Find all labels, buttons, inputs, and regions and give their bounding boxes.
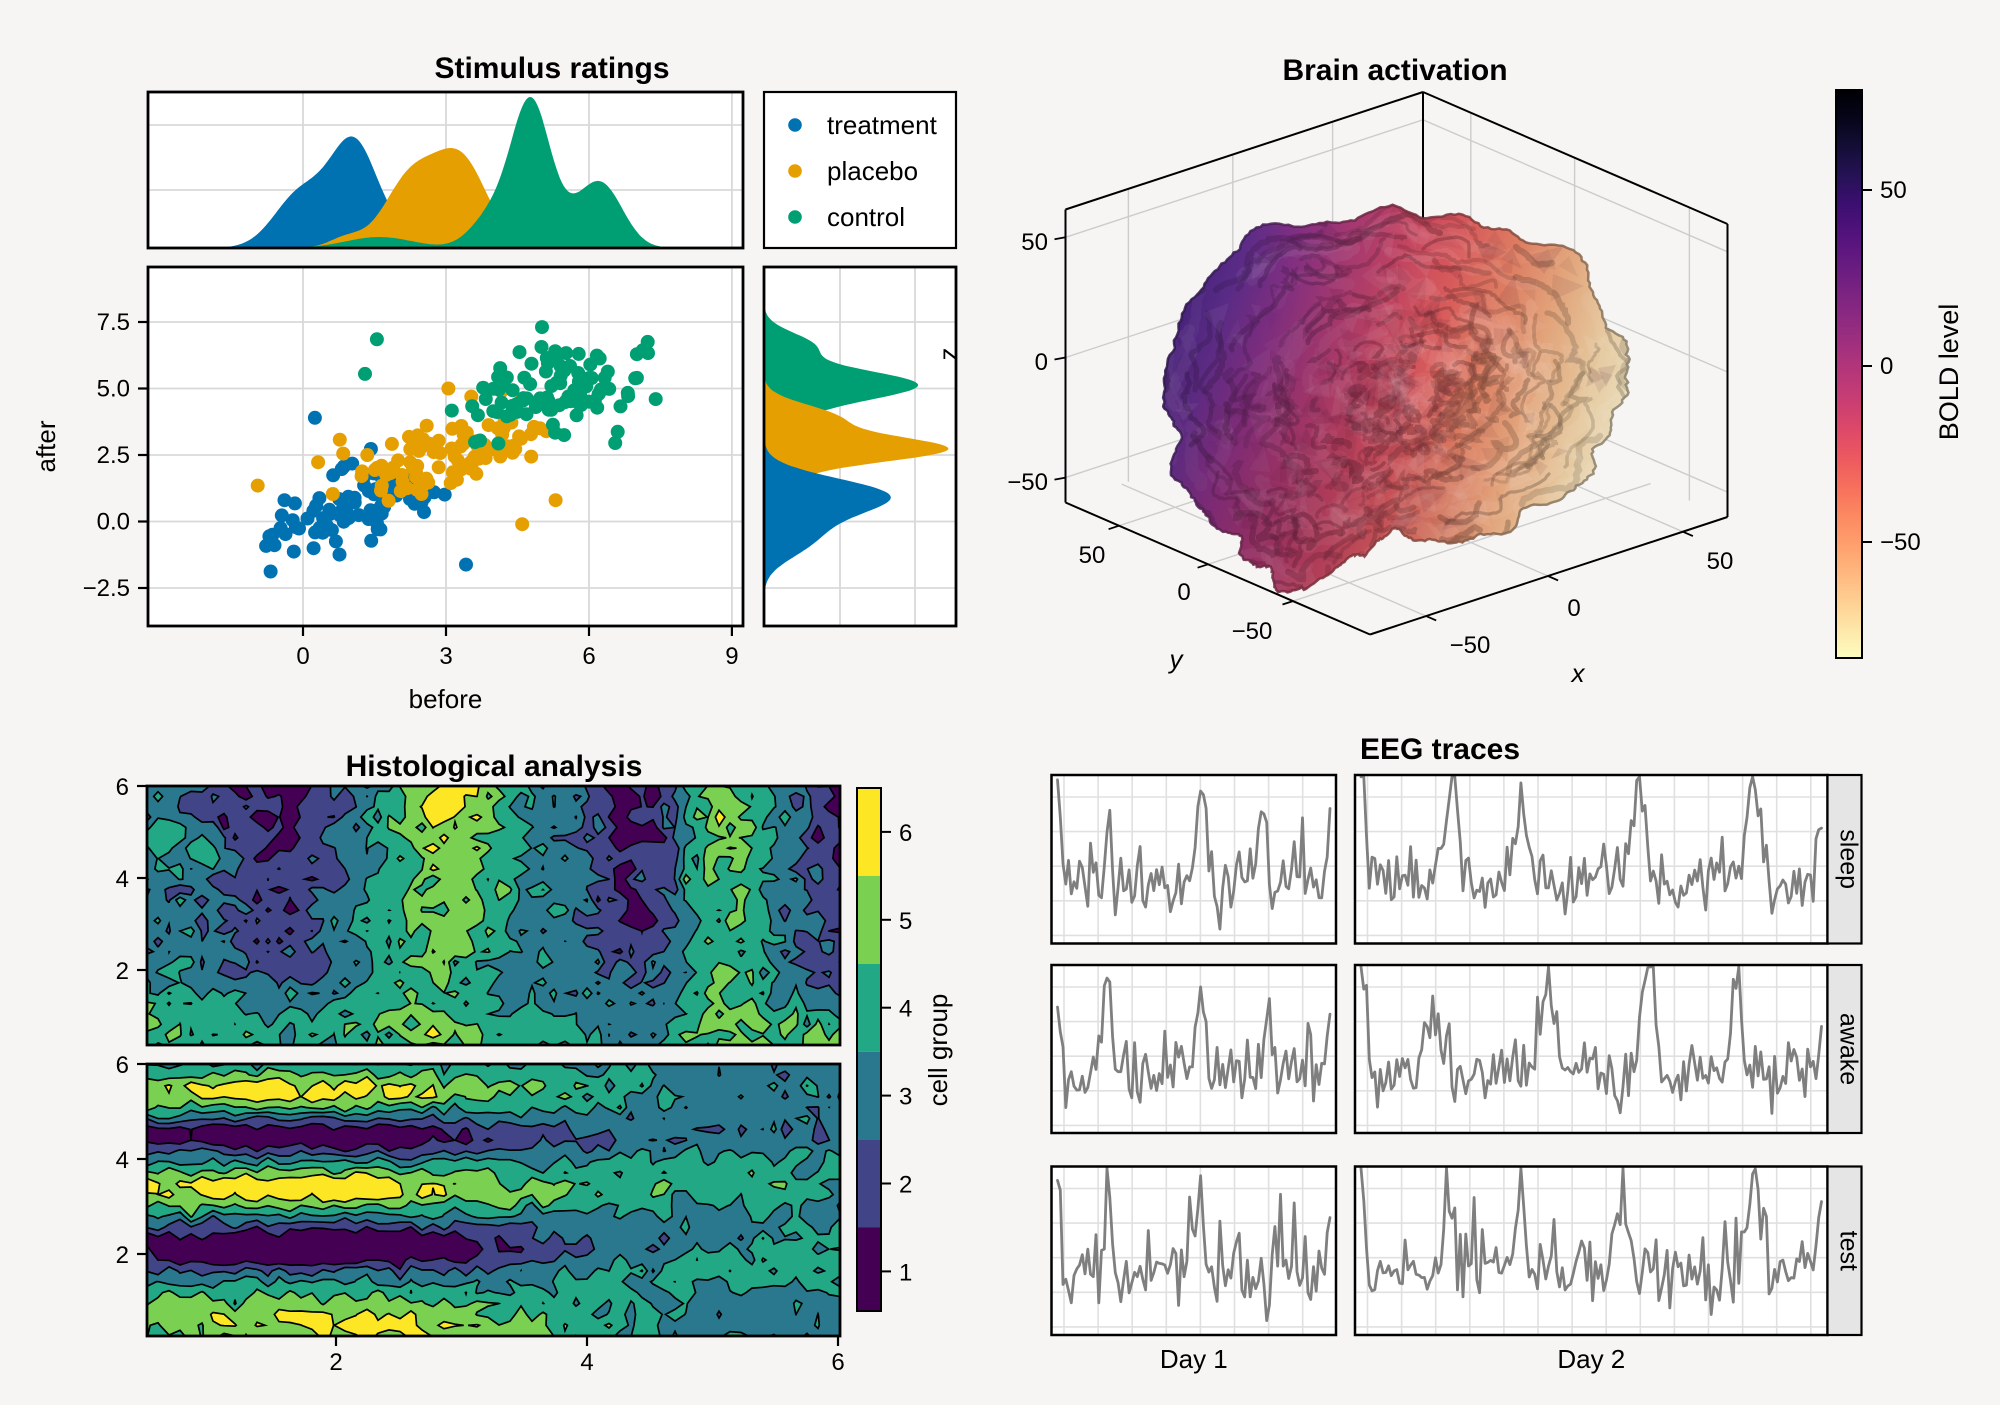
- svg-text:50: 50: [1079, 542, 1106, 569]
- svg-text:3: 3: [439, 643, 452, 670]
- svg-text:6: 6: [116, 1052, 129, 1079]
- svg-text:6: 6: [582, 643, 595, 670]
- svg-text:EEG traces: EEG traces: [1360, 733, 1520, 766]
- svg-text:4: 4: [580, 1349, 593, 1376]
- svg-text:2: 2: [116, 1242, 129, 1269]
- svg-text:4: 4: [899, 996, 912, 1023]
- svg-text:50: 50: [1707, 548, 1734, 575]
- svg-text:Day 2: Day 2: [1557, 1344, 1625, 1374]
- svg-text:0: 0: [1177, 579, 1190, 606]
- svg-text:placebo: placebo: [827, 156, 918, 186]
- svg-text:control: control: [827, 202, 905, 232]
- svg-text:5: 5: [899, 908, 912, 935]
- svg-text:Histological analysis: Histological analysis: [346, 750, 643, 783]
- svg-text:0: 0: [1035, 349, 1048, 376]
- svg-text:Brain activation: Brain activation: [1282, 54, 1507, 87]
- svg-text:6: 6: [831, 1349, 844, 1376]
- svg-text:6: 6: [899, 820, 912, 847]
- svg-text:−50: −50: [1450, 632, 1491, 659]
- svg-text:50: 50: [1880, 177, 1907, 204]
- svg-text:treatment: treatment: [827, 110, 938, 140]
- svg-text:4: 4: [116, 866, 129, 893]
- svg-text:Stimulus ratings: Stimulus ratings: [434, 52, 669, 85]
- svg-text:2: 2: [116, 958, 129, 985]
- svg-text:BOLD level: BOLD level: [1934, 304, 1964, 441]
- svg-text:cell group: cell group: [923, 994, 953, 1107]
- svg-text:6: 6: [116, 774, 129, 801]
- svg-text:sleep: sleep: [1835, 829, 1863, 889]
- svg-text:0: 0: [296, 643, 309, 670]
- svg-text:after: after: [31, 420, 61, 472]
- svg-text:2: 2: [899, 1172, 912, 1199]
- svg-text:0: 0: [1880, 353, 1893, 380]
- svg-text:−2.5: −2.5: [83, 575, 130, 602]
- svg-text:−50: −50: [1007, 469, 1048, 496]
- svg-text:50: 50: [1021, 229, 1048, 256]
- svg-text:Day 1: Day 1: [1160, 1344, 1228, 1374]
- svg-text:test: test: [1835, 1231, 1863, 1271]
- svg-text:7.5: 7.5: [97, 309, 130, 336]
- svg-text:before: before: [409, 684, 483, 714]
- svg-text:2.5: 2.5: [97, 442, 130, 469]
- svg-text:−50: −50: [1232, 618, 1273, 645]
- svg-text:y: y: [1168, 644, 1185, 674]
- svg-text:1: 1: [899, 1259, 912, 1286]
- svg-text:−50: −50: [1880, 529, 1921, 556]
- svg-text:5.0: 5.0: [97, 376, 130, 403]
- svg-text:4: 4: [116, 1147, 129, 1174]
- svg-text:z: z: [933, 348, 963, 361]
- svg-text:awake: awake: [1835, 1013, 1863, 1085]
- svg-text:9: 9: [725, 643, 738, 670]
- svg-text:0: 0: [1567, 595, 1580, 622]
- svg-text:2: 2: [329, 1349, 342, 1376]
- svg-text:3: 3: [899, 1084, 912, 1111]
- svg-text:0.0: 0.0: [97, 509, 130, 536]
- svg-text:x: x: [1570, 658, 1586, 688]
